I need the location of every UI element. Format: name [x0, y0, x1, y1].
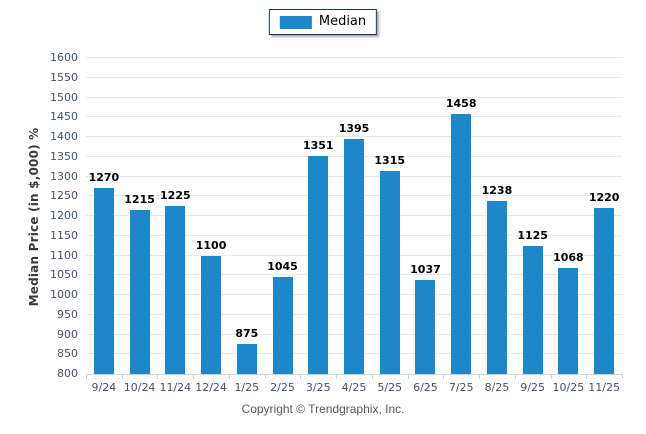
- y-tick-label: 800: [57, 367, 78, 380]
- y-tick-label: 1150: [50, 228, 78, 242]
- bar: [165, 206, 186, 374]
- x-axis-tick: [479, 374, 481, 379]
- bar-value-label: 1220: [588, 191, 620, 205]
- x-axis-tick: [86, 374, 87, 379]
- gridline: [86, 76, 622, 78]
- y-tick-label: 1100: [50, 248, 78, 262]
- bar: [201, 255, 222, 374]
- gridline: [86, 116, 622, 118]
- legend: Median: [268, 9, 378, 35]
- bar-value-label: 875: [235, 327, 259, 341]
- x-axis-tick: [407, 374, 409, 379]
- bar-value-label: 1100: [195, 238, 227, 252]
- x-axis-tick: [228, 374, 230, 379]
- plot-area: 1270 1215 1225 1100 875 1045 1351 1395 1315 1037 1…: [86, 57, 622, 374]
- bar-value-label: 1045: [267, 260, 298, 274]
- bar-value-label: 1270: [88, 171, 120, 185]
- bar: [594, 208, 615, 374]
- x-axis-tick: [514, 374, 516, 379]
- x-axis-tick: [586, 374, 588, 379]
- bar-value-label: 1037: [410, 263, 441, 277]
- x-tick-label: 3/25: [305, 381, 331, 394]
- x-tick-label: 9/25: [520, 381, 545, 394]
- y-tick-label: 1250: [50, 189, 78, 203]
- x-axis-tick: [622, 374, 623, 379]
- x-tick-label: 11/24: [159, 381, 192, 394]
- y-tick-label: 1500: [50, 90, 78, 104]
- bar: [308, 156, 329, 374]
- bar: [272, 277, 293, 374]
- x-tick-label: 10/24: [123, 381, 156, 394]
- bar: [415, 280, 436, 374]
- bar: [344, 138, 364, 374]
- x-tick-label: 12/24: [195, 381, 227, 394]
- bar: [451, 114, 472, 374]
- x-tick-label: 7/25: [448, 381, 474, 394]
- y-tick-label: 1450: [50, 110, 78, 124]
- bar-value-label: 1225: [160, 189, 191, 203]
- x-tick-label: 10/25: [552, 381, 585, 394]
- y-tick-label: 1300: [50, 169, 78, 183]
- x-axis-tick: [443, 374, 445, 379]
- copyright-text: Copyright © Trendgraphix, Inc.: [241, 402, 405, 416]
- x-axis-line: [86, 374, 623, 375]
- y-tick-label: 1050: [50, 268, 78, 282]
- bar: [129, 210, 150, 374]
- bar: [558, 268, 579, 374]
- x-tick-label: 1/25: [234, 381, 260, 394]
- x-tick-label: 9/24: [91, 381, 117, 394]
- bar-value-label: 1215: [124, 193, 155, 207]
- x-tick-label: 6/25: [413, 381, 438, 394]
- x-axis-tick: [336, 374, 338, 379]
- bar-value-label: 1351: [302, 139, 334, 153]
- x-tick-label: 8/25: [484, 381, 510, 394]
- x-axis-tick: [371, 374, 373, 379]
- bar-value-label: 1458: [445, 97, 477, 111]
- gridline: [86, 136, 622, 137]
- y-tick-label: 900: [57, 327, 78, 341]
- x-axis-tick: [121, 374, 123, 379]
- bar-value-label: 1125: [517, 228, 548, 242]
- y-tick-label: 950: [57, 307, 78, 321]
- x-tick-label: 5/25: [377, 381, 403, 394]
- x-tick-label: 2/25: [270, 381, 295, 394]
- x-axis-tick: [193, 374, 195, 379]
- bar-value-label: 1395: [338, 121, 370, 135]
- x-axis-tick: [157, 374, 159, 379]
- bar: [486, 201, 507, 374]
- x-axis-tick: [550, 374, 552, 379]
- y-tick-label: 1550: [50, 70, 78, 84]
- x-tick-label: 11/25: [588, 381, 620, 394]
- legend-swatch-median: [279, 15, 312, 29]
- x-axis-tick: [300, 374, 302, 379]
- bar: [93, 188, 114, 374]
- y-tick-label: 1200: [50, 209, 78, 222]
- y-tick-label: 1000: [50, 288, 78, 301]
- bar-value-label: 1238: [481, 184, 513, 197]
- bar-value-label: 1068: [553, 251, 584, 265]
- y-tick-label: 1400: [50, 130, 78, 143]
- bar-value-label: 1315: [374, 153, 406, 167]
- bar: [522, 245, 543, 374]
- y-tick-label: 850: [57, 347, 78, 361]
- bar: [379, 170, 400, 374]
- bar: [236, 344, 257, 374]
- x-axis-tick: [264, 374, 266, 379]
- y-tick-label: 1600: [50, 51, 78, 64]
- y-tick-label: 1350: [50, 149, 78, 163]
- legend-label-median: Median: [318, 14, 367, 29]
- gridline: [86, 57, 622, 58]
- gridline: [86, 96, 622, 98]
- x-tick-label: 4/25: [341, 381, 367, 394]
